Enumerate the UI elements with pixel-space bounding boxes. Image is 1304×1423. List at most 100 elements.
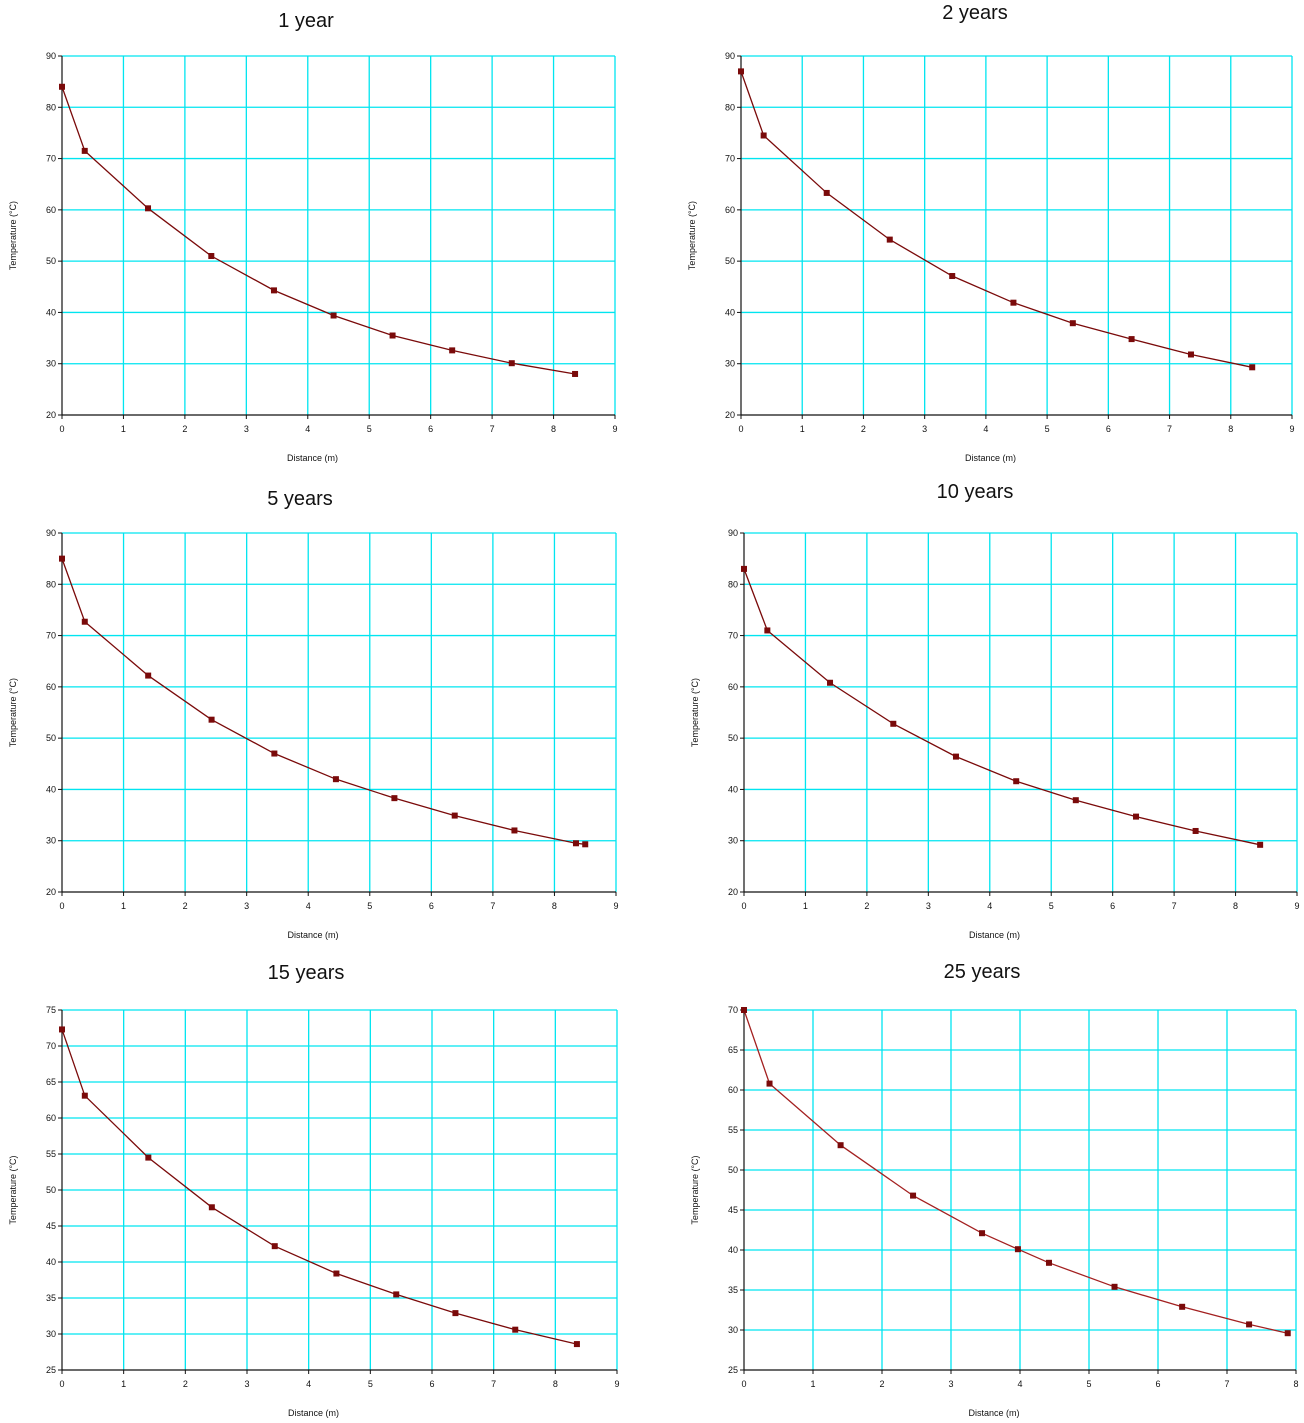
chart-title: 15 years (267, 962, 345, 984)
y-tick-label: 80 (725, 102, 735, 112)
data-point (1072, 797, 1079, 804)
data-point (952, 753, 959, 760)
data-point (271, 1243, 278, 1250)
data-point (1133, 813, 1140, 820)
x-tick-label: 7 (1167, 424, 1172, 434)
data-point (1284, 1330, 1291, 1337)
data-point (886, 236, 893, 243)
data-point (766, 1080, 773, 1087)
x-tick-label: 8 (553, 1379, 558, 1389)
data-point (827, 679, 834, 686)
x-tick-label: 9 (614, 1379, 619, 1389)
data-point (449, 347, 456, 354)
data-point (979, 1230, 986, 1237)
x-tick-label: 9 (612, 424, 617, 434)
y-tick-label: 50 (46, 1185, 56, 1195)
x-tick-label: 6 (1106, 424, 1111, 434)
y-tick-label: 25 (728, 1365, 738, 1375)
data-point (738, 68, 744, 75)
x-tick-label: 3 (926, 901, 931, 911)
x-tick-label: 0 (741, 901, 746, 911)
x-tick-label: 4 (1017, 1379, 1022, 1389)
x-tick-label: 9 (613, 901, 618, 911)
data-point (823, 189, 830, 196)
x-tick-label: 3 (244, 1379, 249, 1389)
y-tick-label: 60 (725, 205, 735, 215)
y-axis-label: Temperature (°C) (687, 201, 697, 270)
x-axis-label: Distance (m) (965, 453, 1016, 463)
x-tick-label: 0 (741, 1379, 746, 1389)
y-tick-label: 20 (46, 887, 56, 897)
x-tick-label: 9 (1294, 901, 1299, 911)
x-tick-label: 2 (861, 424, 866, 434)
data-point (59, 555, 65, 562)
x-tick-label: 3 (922, 424, 927, 434)
y-tick-label: 60 (46, 205, 56, 215)
y-tick-label: 30 (46, 1329, 56, 1339)
y-tick-label: 40 (728, 1245, 738, 1255)
y-tick-label: 50 (725, 256, 735, 266)
data-point (508, 360, 515, 367)
data-point (451, 812, 458, 819)
data-point (573, 1341, 580, 1348)
y-tick-label: 90 (46, 528, 56, 538)
data-point (572, 840, 579, 847)
data-point (208, 253, 215, 260)
y-tick-label: 20 (728, 887, 738, 897)
chart-title: 2 years (942, 2, 1008, 24)
data-point (1010, 299, 1017, 306)
x-tick-label: 5 (368, 1379, 373, 1389)
data-point (1111, 1283, 1118, 1290)
y-axis-label: Temperature (°C) (8, 678, 18, 747)
x-tick-label: 5 (367, 901, 372, 911)
y-tick-label: 35 (728, 1285, 738, 1295)
x-tick-label: 3 (244, 424, 249, 434)
y-tick-label: 75 (46, 1005, 56, 1015)
y-axis-label: Temperature (°C) (8, 201, 18, 270)
y-tick-label: 60 (728, 1085, 738, 1095)
x-tick-label: 7 (490, 901, 495, 911)
y-tick-label: 40 (46, 784, 56, 794)
y-tick-label: 30 (725, 359, 735, 369)
x-tick-label: 2 (879, 1379, 884, 1389)
data-point (145, 1154, 152, 1161)
data-point (1045, 1259, 1052, 1266)
x-tick-label: 6 (428, 424, 433, 434)
chart-title: 10 years (936, 481, 1014, 503)
x-tick-label: 8 (1233, 901, 1238, 911)
x-tick-label: 4 (987, 901, 992, 911)
y-tick-label: 20 (46, 410, 56, 420)
x-axis-label: Distance (m) (287, 930, 338, 940)
x-axis-label: Distance (m) (288, 1408, 339, 1418)
x-tick-label: 2 (182, 424, 187, 434)
y-tick-label: 40 (728, 784, 738, 794)
y-axis-label: Temperature (°C) (8, 1155, 18, 1224)
x-tick-label: 7 (490, 424, 495, 434)
x-tick-label: 1 (121, 901, 126, 911)
x-tick-label: 0 (59, 424, 64, 434)
y-tick-label: 70 (725, 154, 735, 164)
y-tick-label: 50 (46, 733, 56, 743)
x-tick-label: 8 (1293, 1379, 1298, 1389)
x-tick-label: 7 (1172, 901, 1177, 911)
y-tick-label: 90 (46, 51, 56, 61)
series-line (740, 71, 1253, 368)
data-point (511, 827, 518, 834)
x-tick-label: 1 (121, 1379, 126, 1389)
data-point (572, 370, 579, 377)
y-tick-label: 25 (46, 1365, 56, 1375)
y-tick-label: 60 (46, 1113, 56, 1123)
y-tick-label: 20 (725, 410, 735, 420)
y-tick-label: 90 (725, 51, 735, 61)
x-tick-label: 2 (183, 1379, 188, 1389)
chart-title: 5 years (267, 488, 333, 510)
data-point (949, 273, 956, 280)
x-tick-label: 3 (948, 1379, 953, 1389)
data-point (59, 1026, 65, 1033)
y-tick-label: 45 (46, 1221, 56, 1231)
y-tick-label: 35 (46, 1293, 56, 1303)
